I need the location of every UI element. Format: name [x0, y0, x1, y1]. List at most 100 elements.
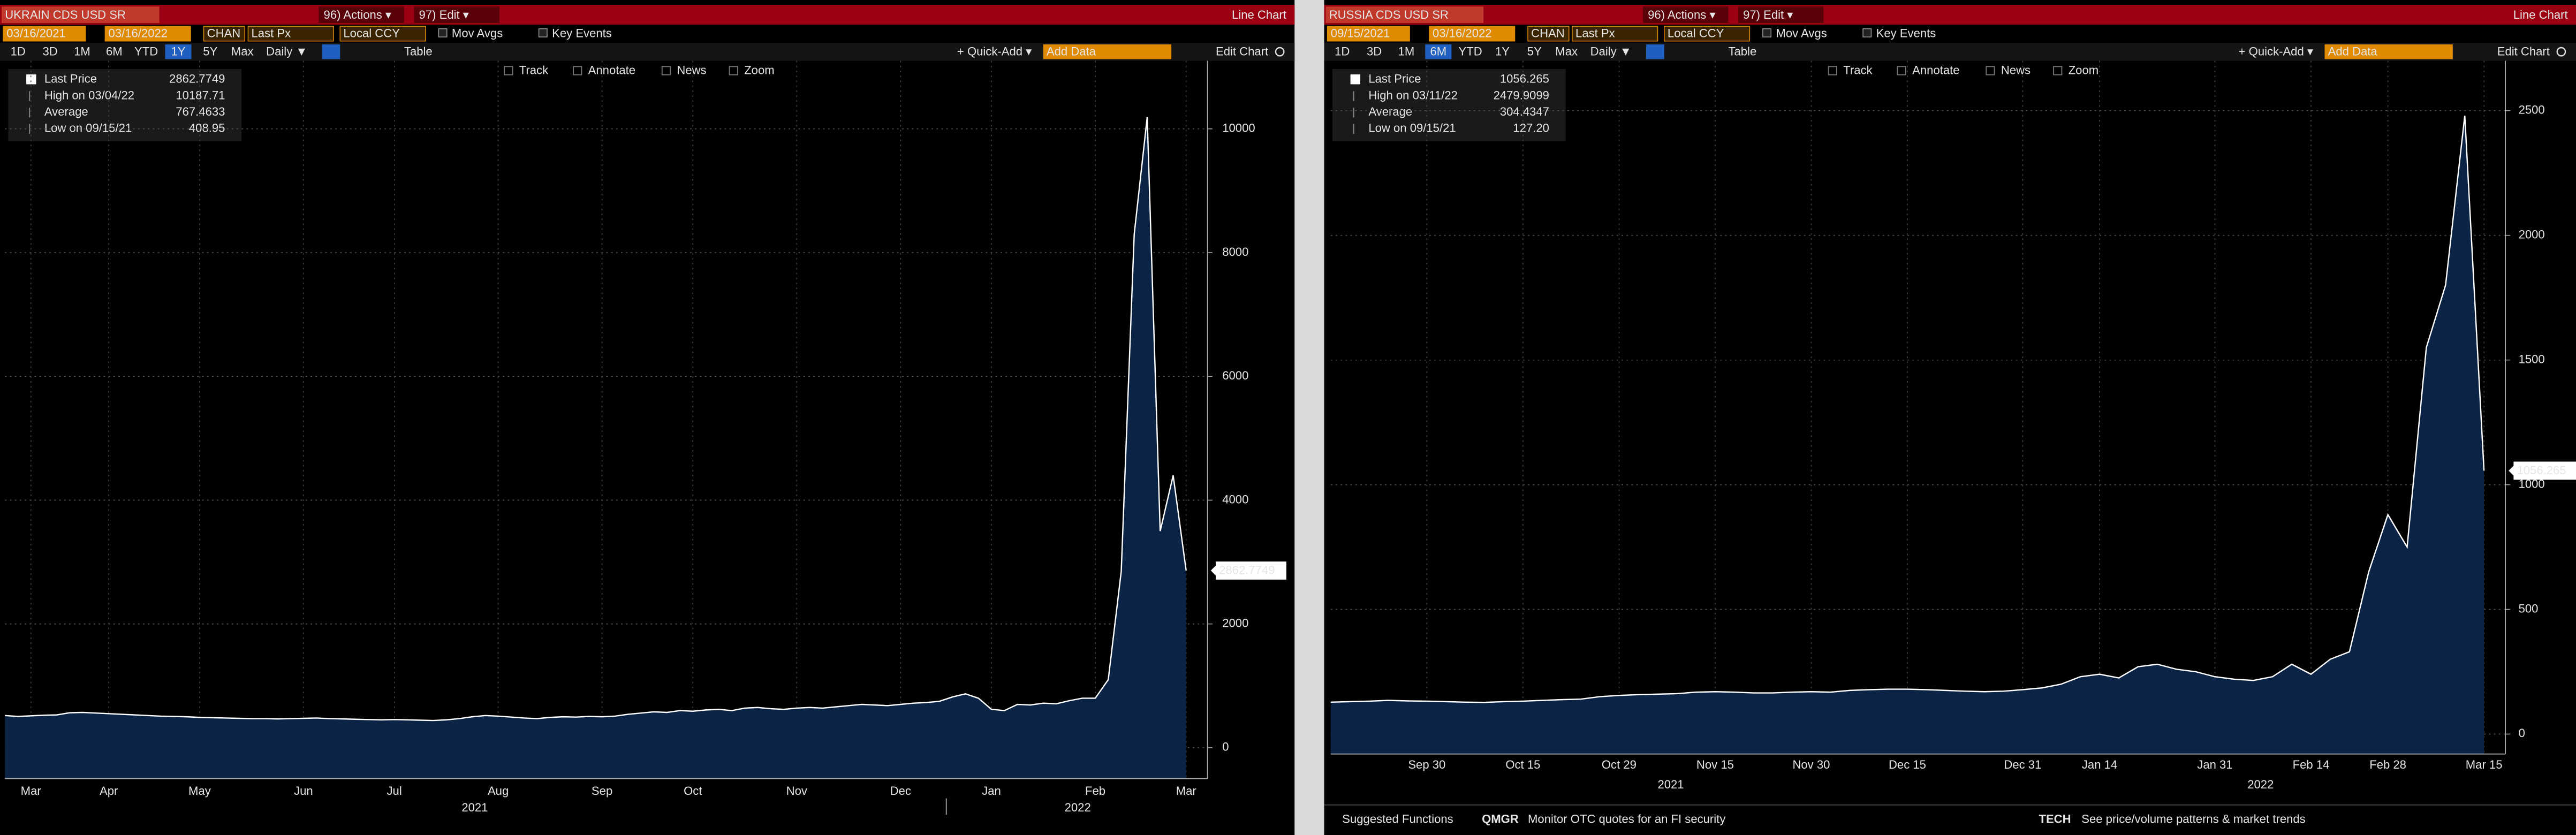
tool-button[interactable]: Track	[519, 63, 549, 77]
menu-button[interactable]	[1642, 6, 1729, 23]
field[interactable]	[339, 26, 426, 42]
checkbox[interactable]	[1862, 28, 1872, 37]
checkbox[interactable]	[1762, 28, 1772, 37]
menu-button[interactable]	[319, 6, 404, 23]
period-button[interactable]: YTD	[1459, 44, 1482, 58]
field-text[interactable]: CHAN	[207, 27, 241, 40]
tool-icon[interactable]	[661, 66, 671, 75]
period-button[interactable]: 5Y	[1527, 44, 1542, 58]
field-text[interactable]: Local CCY	[1668, 27, 1724, 40]
field[interactable]	[1664, 26, 1751, 42]
legend-label: Last Price	[1368, 72, 1421, 86]
tool-icon[interactable]	[729, 66, 738, 75]
field-text[interactable]: Last Px	[252, 27, 291, 40]
footer-code[interactable]: QMGR	[1482, 812, 1519, 825]
field[interactable]	[3, 26, 86, 42]
add-data-box[interactable]	[2324, 44, 2453, 59]
tool-button[interactable]: Annotate	[1912, 63, 1959, 77]
x-tick-label: Nov 15	[1696, 758, 1734, 771]
tool-icon[interactable]	[1828, 66, 1837, 75]
x-tick-label: Apr	[100, 784, 118, 798]
x-tick-label: Dec 15	[1889, 758, 1926, 771]
table-button[interactable]: Table	[1728, 44, 1756, 58]
option-label[interactable]: Key Events	[552, 27, 612, 40]
period-button[interactable]: 5Y	[203, 44, 217, 58]
y-tick-label: 1500	[2519, 352, 2545, 366]
menu-label[interactable]: 97) Edit ▾	[1743, 8, 1793, 21]
field-text[interactable]: 03/16/2022	[1433, 27, 1491, 40]
field-text[interactable]: Local CCY	[343, 27, 400, 40]
field-text[interactable]: Last Px	[1575, 27, 1615, 40]
menu-button[interactable]	[1738, 6, 1824, 23]
field[interactable]	[104, 26, 191, 42]
settings-icon[interactable]	[2556, 47, 2566, 57]
footer-desc[interactable]: See price/volume patterns & market trend…	[2081, 812, 2305, 825]
menu-button[interactable]	[414, 6, 499, 23]
tool-icon[interactable]	[1986, 66, 1995, 75]
period-button[interactable]: 6M	[106, 44, 123, 58]
stat-value: 2479.9099	[1494, 88, 1549, 102]
period-button[interactable]: 3D	[1367, 44, 1382, 58]
tool-button[interactable]: News	[677, 63, 706, 77]
tool-button[interactable]: Zoom	[2069, 63, 2098, 77]
checkbox[interactable]	[538, 28, 548, 37]
field-text[interactable]: CHAN	[1531, 27, 1565, 40]
x-tick-label: Mar 15	[2466, 758, 2503, 771]
period-button[interactable]: 1Y	[171, 44, 185, 58]
field[interactable]	[1527, 26, 1570, 42]
footer-suggested[interactable]: Suggested Functions	[1342, 812, 1453, 825]
option-label[interactable]: Mov Avgs	[1776, 27, 1827, 40]
tool-icon[interactable]	[2053, 66, 2063, 75]
tool-button[interactable]: Annotate	[588, 63, 635, 77]
field-text[interactable]: 03/16/2022	[109, 27, 168, 40]
option-label[interactable]: Key Events	[1876, 27, 1936, 40]
chart-style-button[interactable]	[322, 44, 340, 59]
period-button[interactable]: 1Y	[1495, 44, 1510, 58]
field-text[interactable]: 03/16/2021	[6, 27, 65, 40]
field[interactable]	[247, 26, 334, 42]
footer-code[interactable]: TECH	[2039, 812, 2071, 825]
menu-label[interactable]: 97) Edit ▾	[419, 8, 469, 21]
option-label[interactable]: Mov Avgs	[452, 27, 503, 40]
menu-label[interactable]: 96) Actions ▾	[1648, 8, 1715, 21]
field-text[interactable]: 09/15/2021	[1331, 27, 1390, 40]
period-button[interactable]: 1M	[1398, 44, 1415, 58]
edit-chart[interactable]: Edit Chart	[2497, 44, 2550, 58]
legend-box	[1332, 69, 1566, 141]
tool-icon[interactable]	[1897, 66, 1906, 75]
tool-button[interactable]: News	[2001, 63, 2031, 77]
add-data[interactable]: Add Data	[1047, 44, 1096, 58]
x-tick-label: Nov 30	[1792, 758, 1830, 771]
footer-desc[interactable]: Monitor OTC quotes for an FI security	[1528, 812, 1725, 825]
period-button[interactable]: Max	[231, 44, 254, 58]
tool-button[interactable]: Zoom	[744, 63, 774, 77]
add-data[interactable]: Add Data	[2328, 44, 2378, 58]
x-group-label: 2022	[1065, 801, 1091, 814]
add-data-box[interactable]	[1043, 44, 1172, 59]
period-button[interactable]: YTD	[134, 44, 158, 58]
quick-add[interactable]: + Quick-Add ▾	[2239, 44, 2313, 58]
period-button[interactable]: 1D	[1335, 44, 1350, 58]
field[interactable]	[1327, 26, 1410, 42]
edit-chart[interactable]: Edit Chart	[1216, 44, 1268, 58]
field[interactable]	[1429, 26, 1516, 42]
period-button[interactable]: 1M	[74, 44, 90, 58]
checkbox[interactable]	[438, 28, 448, 37]
field[interactable]	[1572, 26, 1658, 42]
quick-add[interactable]: + Quick-Add ▾	[957, 44, 1032, 58]
table-button[interactable]: Table	[404, 44, 433, 58]
frequency[interactable]: Daily ▼	[1590, 44, 1632, 58]
chart-style-button[interactable]	[1646, 44, 1664, 59]
tool-icon[interactable]	[504, 66, 513, 75]
period-button[interactable]: Max	[1555, 44, 1578, 58]
field[interactable]	[203, 26, 246, 42]
menu-label[interactable]: 96) Actions ▾	[324, 8, 391, 21]
frequency[interactable]: Daily ▼	[266, 44, 307, 58]
tool-button[interactable]: Track	[1843, 63, 1873, 77]
settings-icon[interactable]	[1275, 47, 1285, 57]
period-button[interactable]: 3D	[42, 44, 57, 58]
period-button[interactable]: 1D	[11, 44, 26, 58]
tool-icon[interactable]	[573, 66, 582, 75]
period-button[interactable]: 6M	[1430, 44, 1446, 58]
